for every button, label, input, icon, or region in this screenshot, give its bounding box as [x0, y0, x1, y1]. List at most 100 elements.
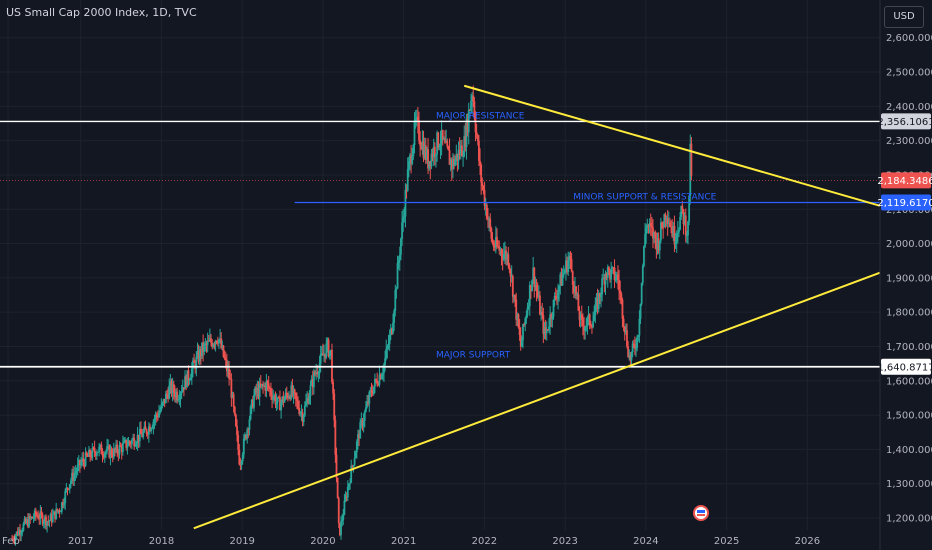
candle-body	[152, 421, 155, 428]
trendline-descending-resistance[interactable]	[463, 84, 881, 207]
candle-body	[233, 406, 236, 415]
candle-body	[683, 215, 686, 224]
candle-body	[628, 355, 631, 357]
candle-body	[157, 415, 159, 418]
candle-body	[89, 450, 91, 457]
candle-body	[592, 321, 594, 328]
candle-body	[251, 399, 254, 408]
candle-body	[317, 373, 320, 375]
candle-body	[612, 267, 615, 269]
candle-body	[394, 290, 397, 311]
candle-body	[474, 117, 477, 133]
candle-body	[97, 451, 99, 453]
candle-body	[479, 160, 481, 165]
candle-body	[306, 398, 309, 402]
candle-body	[449, 159, 452, 165]
candle-body	[667, 222, 670, 224]
candle-body	[20, 532, 23, 535]
x-tick-label: 2017	[68, 536, 93, 547]
candle-body	[658, 240, 661, 251]
price-badge-last-price: 2,184.3486	[877, 172, 932, 189]
candle-body	[395, 288, 398, 291]
candle-body	[476, 135, 479, 141]
candle-body	[526, 307, 529, 316]
candle-body	[372, 386, 375, 395]
candle-body	[312, 372, 315, 388]
candle-body	[291, 385, 294, 395]
candle-body	[594, 303, 597, 316]
candle-body	[583, 325, 585, 331]
candle-body	[319, 353, 322, 364]
candle-body	[159, 410, 162, 413]
candle-body	[661, 222, 663, 228]
candle-body	[353, 458, 356, 466]
candle-body	[286, 394, 289, 399]
candle-body	[662, 227, 665, 229]
price-badge-label: 2,356.1061	[877, 117, 932, 128]
candle-body	[25, 519, 28, 524]
candle-body	[76, 464, 79, 472]
candle-body	[255, 387, 258, 393]
candle-body	[431, 153, 434, 158]
candle-body	[397, 260, 400, 263]
currency-button[interactable]: USD	[884, 6, 924, 28]
candle-body	[601, 278, 604, 295]
candle-body	[368, 392, 371, 404]
candle-body	[216, 342, 219, 344]
horizontal-levels[interactable]	[0, 120, 880, 368]
trendlines[interactable]	[193, 84, 881, 530]
candle-body	[337, 498, 340, 523]
candle-body	[453, 158, 455, 166]
candle-body	[62, 502, 64, 506]
candle-body	[288, 396, 290, 399]
x-tick-label: 2026	[795, 536, 820, 547]
event-flag-icon[interactable]	[693, 505, 709, 521]
candle-body	[80, 462, 82, 466]
annotation-text: MAJOR SUPPORT	[436, 350, 511, 360]
candle-body	[648, 223, 651, 227]
candle-body	[617, 274, 619, 281]
candle-body	[301, 412, 304, 422]
candle-body	[169, 381, 172, 386]
candle-body	[322, 353, 324, 356]
x-tick-label: 2018	[149, 536, 174, 547]
price-badges: 2,356.1061 2,184.3486 2,119.6170 1,640.8717	[877, 113, 932, 375]
candle-body	[95, 452, 98, 456]
candle-body	[629, 355, 632, 361]
candle-body	[108, 445, 111, 458]
y-tick-label: 2,500.0000	[886, 68, 932, 79]
candle-body	[398, 254, 401, 261]
candle-body	[88, 450, 90, 457]
candle-body	[640, 282, 643, 304]
candle-body	[218, 339, 220, 344]
candle-body	[110, 449, 113, 456]
candle-body	[12, 538, 15, 541]
candle-body	[560, 274, 563, 286]
candle-body	[653, 231, 656, 239]
candle-body	[262, 384, 264, 386]
candle-body	[247, 429, 250, 431]
candle-body	[181, 387, 184, 392]
candle-body	[299, 412, 302, 414]
trendline-ascending-support[interactable]	[193, 271, 881, 530]
candle-body	[641, 266, 644, 283]
candle-body	[363, 411, 366, 421]
y-tick-label: 1,200.0000	[886, 513, 932, 524]
candle-body	[303, 405, 306, 416]
candle-body	[684, 215, 687, 236]
candle-body	[657, 238, 660, 251]
candle-body	[14, 535, 17, 541]
candle-body	[672, 226, 675, 237]
candle-body	[633, 344, 636, 349]
y-axis-ticks[interactable]: 1,200.0000 1,300.0000 1,400.0000 1,500.0000…	[886, 33, 932, 524]
candle-body	[75, 471, 78, 473]
candle-body	[253, 394, 255, 408]
candle-body	[567, 260, 570, 273]
candle-body	[419, 140, 422, 146]
candle-body	[128, 441, 131, 443]
price-badge-bg	[881, 194, 931, 211]
candle-body	[463, 136, 466, 157]
candle-body	[254, 387, 257, 395]
x-axis-ticks[interactable]: Feb 2017 2018 2019 2020 2021 2022 2023 2024 2025 2…	[2, 536, 820, 547]
